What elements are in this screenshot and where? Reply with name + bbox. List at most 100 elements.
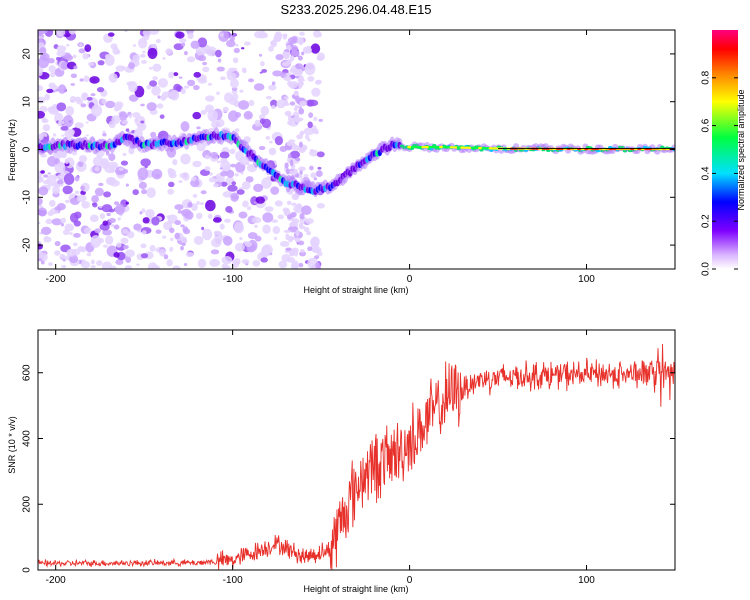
spectrogram-cell [211, 237, 222, 248]
spectrogram-cell [86, 96, 93, 101]
spectrogram-cell [94, 187, 104, 197]
spectrogram-cell [79, 246, 87, 253]
spectrogram-cell [132, 112, 141, 118]
spectrogram-cell [311, 242, 316, 247]
spectrogram-cell [109, 168, 116, 174]
spectrogram-cell [170, 237, 174, 242]
spectrogram-cell [463, 146, 469, 149]
spectrogram-cell [181, 42, 186, 47]
spectrogram-cell [224, 218, 231, 223]
spectrogram-cell [270, 39, 278, 48]
spectrogram-cell [201, 228, 213, 241]
spectrogram-cell [96, 86, 105, 93]
spectrogram-cell [163, 254, 169, 260]
spectrogram-cell [72, 54, 77, 59]
spectrogram-cell [410, 145, 416, 149]
spectrogram-cell [115, 203, 126, 215]
spectrogram-cell [239, 156, 250, 165]
spectrogram-cell [255, 196, 265, 204]
snr-series-line [38, 343, 675, 570]
spectrogram-cell [313, 177, 318, 181]
spectrogram-cell [111, 115, 121, 125]
spectrogram-cell [299, 100, 307, 107]
spectrogram-cell [271, 104, 276, 110]
spectrogram-cell [287, 114, 292, 120]
spectrogram-cell [291, 202, 297, 206]
spectrogram-cell [47, 58, 55, 64]
spectrogram-cell [254, 235, 262, 242]
spectrogram-cell [174, 232, 181, 240]
spectrogram-cell [301, 51, 305, 56]
spectrogram-cell [159, 114, 165, 119]
spectrogram-ridge [38, 127, 675, 198]
spectrogram-cell [149, 244, 156, 252]
spectrogram-cell [52, 133, 57, 137]
spectrogram-cell [492, 147, 497, 150]
spectrogram-cell [40, 226, 52, 235]
spectrogram-cell [181, 242, 186, 247]
spectrogram-cell [85, 121, 89, 124]
spectrogram-cell [299, 130, 305, 136]
spectrogram-cell [217, 160, 221, 164]
spectrogram-cell [428, 145, 434, 149]
spectrogram-cell [291, 36, 298, 43]
spectrogram-y-ticks: -20 -10 0 10 20 [22, 48, 675, 252]
spectrogram-cell [105, 100, 116, 109]
spectrogram-cell [303, 226, 310, 233]
colorbar-tick-label: 0.6 [701, 118, 712, 132]
spectrogram-cell [122, 245, 129, 249]
spectrogram-cell [121, 229, 129, 235]
spectrogram-cell [128, 114, 133, 119]
spectrogram-cell [298, 141, 303, 148]
spectrogram-cell [178, 76, 183, 79]
spectrogram-cell [172, 159, 178, 166]
spectrogram-cell [190, 179, 200, 188]
spectrogram-cell [285, 72, 292, 77]
spectrogram-cell [279, 240, 290, 247]
spectrogram-cell [201, 226, 205, 231]
spectrogram-cell [200, 109, 207, 115]
spectrogram-cell [467, 146, 473, 149]
spectrogram-cell [307, 138, 311, 142]
spectrogram-cell [196, 141, 206, 152]
spectrogram-cell [178, 180, 183, 183]
spectrogram-cell [169, 89, 180, 101]
spectrogram-cell [108, 217, 116, 224]
spectrogram-cell [74, 175, 80, 182]
spectrogram-cell [222, 235, 233, 246]
spectrogram-cell [294, 237, 301, 243]
spectrogram-cell [243, 110, 253, 120]
spectrogram-cell [424, 145, 430, 149]
spectrogram-cell [220, 170, 229, 177]
spectrogram-cell [42, 179, 50, 185]
spectrogram-cell [456, 146, 462, 149]
spectrogram-cell [199, 202, 205, 205]
spectrogram-cell [220, 76, 226, 81]
spectrogram-cell [184, 50, 188, 56]
spectrogram-cell [149, 80, 158, 87]
spectrogram-cell [94, 166, 100, 172]
spectrogram-cell [298, 166, 306, 172]
spectrogram-cell [125, 201, 130, 205]
spectrogram-cell [102, 133, 107, 137]
spectrogram-y-tick-label: 10 [22, 96, 33, 108]
spectrogram-cell [142, 34, 150, 41]
spectrogram-cell [85, 134, 89, 137]
spectrogram-cell [113, 251, 120, 258]
snr-y-label: SNR (10 * v/v) [7, 416, 17, 474]
spectrogram-cell [108, 72, 118, 83]
spectrogram-cell [207, 213, 213, 219]
spectrogram-cell [38, 30, 44, 37]
spectrogram-cell [191, 176, 197, 182]
spectrogram-cell [92, 202, 98, 208]
spectrogram-cell [205, 95, 215, 102]
spectrogram-cell [238, 100, 250, 110]
spectrogram-cell [296, 105, 301, 109]
spectrogram-cell [157, 103, 164, 109]
colorbar-gradient [712, 30, 738, 269]
snr-x-ticks: -200 -100 0 100 [46, 330, 595, 586]
snr-x-tick-label: -200 [46, 575, 66, 586]
spectrogram-cell [38, 85, 44, 92]
spectrogram-cell [110, 43, 118, 50]
spectrogram-cell [307, 99, 319, 107]
